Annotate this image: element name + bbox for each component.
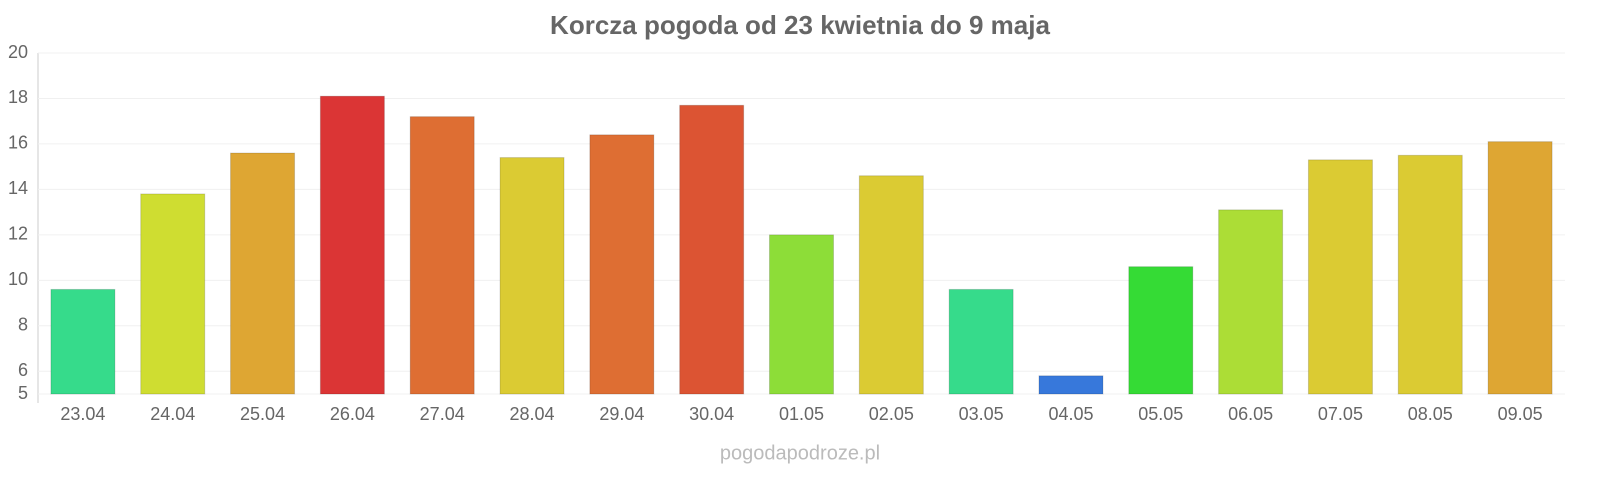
x-tick-label: 30.04 [689, 404, 734, 424]
x-tick-label: 08.05 [1408, 404, 1453, 424]
bar [140, 193, 206, 395]
y-tick-label: 6 [18, 360, 28, 380]
x-tick-label: 29.04 [599, 404, 644, 424]
y-tick-label: 14 [8, 178, 28, 198]
x-tick-label: 02.05 [869, 404, 914, 424]
x-tick-label: 01.05 [779, 404, 824, 424]
bar [589, 134, 655, 395]
bar [1038, 375, 1104, 395]
x-tick-label: 07.05 [1318, 404, 1363, 424]
bar [679, 104, 745, 395]
x-tick-label: 26.04 [330, 404, 375, 424]
x-tick-label: 24.04 [150, 404, 195, 424]
y-tick-label: 18 [8, 87, 28, 107]
source: pogodapodroze.pl [720, 442, 880, 464]
y-tick-label: 8 [18, 315, 28, 335]
bar [1218, 209, 1284, 395]
y-tick-label: 12 [8, 224, 28, 244]
bar [769, 234, 834, 395]
bar [858, 175, 924, 395]
bar [1128, 266, 1194, 395]
x-tick-label: 25.04 [240, 404, 285, 424]
bar [1307, 159, 1373, 395]
chart-title: Korcza pogoda od 23 kwietnia do 9 maja [550, 10, 1050, 40]
x-tick-label: 23.04 [60, 404, 105, 424]
x-tick-label: 28.04 [510, 404, 555, 424]
y-tick-label: 20 [8, 42, 28, 62]
bar [1397, 154, 1463, 395]
x-tick-label: 09.05 [1498, 404, 1543, 424]
y-tick-label: 10 [8, 269, 28, 289]
x-tick-label: 05.05 [1138, 404, 1183, 424]
x-tick-label: 06.05 [1228, 404, 1273, 424]
bar [499, 157, 565, 395]
bar [409, 116, 475, 395]
x-tick-label: 03.05 [959, 404, 1004, 424]
bar [948, 288, 1014, 395]
bar [50, 288, 116, 395]
bar [319, 95, 385, 395]
y-tick-label: 16 [8, 133, 28, 153]
bar [230, 152, 296, 395]
y-tick-label: 5 [18, 383, 28, 403]
x-tick-label: 04.05 [1048, 404, 1093, 424]
bar [1487, 141, 1553, 395]
x-tick-label: 27.04 [420, 404, 465, 424]
